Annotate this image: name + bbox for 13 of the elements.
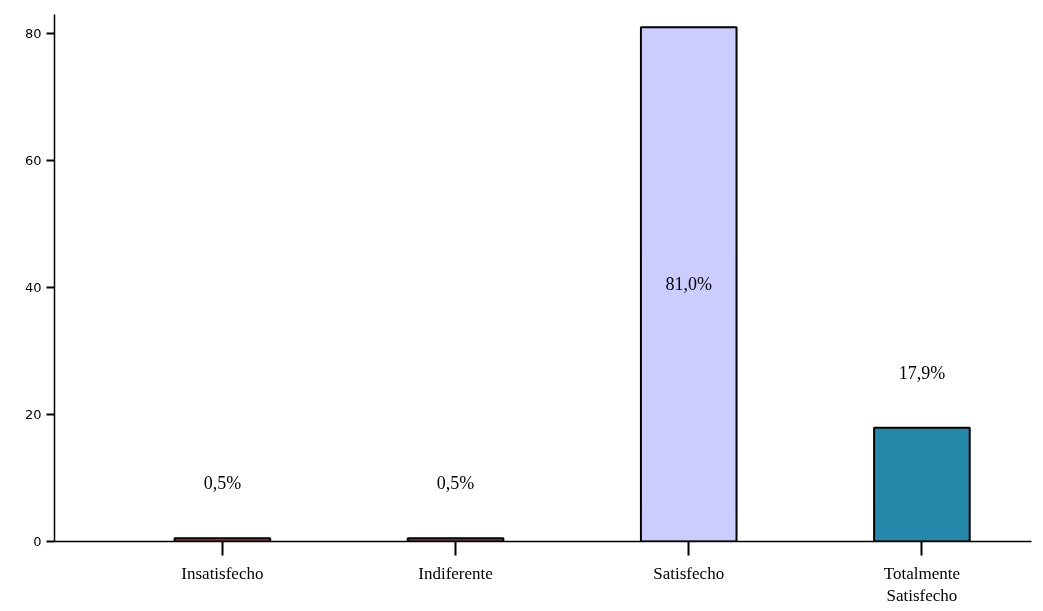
- data-label: 81,0%: [665, 274, 712, 295]
- x-tick-label: Satisfecho: [653, 563, 725, 583]
- data-label: 0,5%: [203, 473, 242, 494]
- x-tick-label: Totalmente Satisfecho: [883, 563, 961, 606]
- x-tick-label: Insatisfecho: [181, 563, 264, 583]
- y-tick-label: 80: [24, 26, 42, 42]
- data-label: 17,9%: [898, 362, 946, 383]
- data-label: 0,5%: [436, 473, 475, 494]
- y-tick-label: 20: [24, 407, 42, 423]
- y-tick-label: 60: [24, 153, 42, 169]
- y-tick-label: 40: [24, 280, 42, 296]
- y-tick-label: 0: [33, 534, 42, 549]
- x-tick-label: Indiferente: [418, 563, 493, 583]
